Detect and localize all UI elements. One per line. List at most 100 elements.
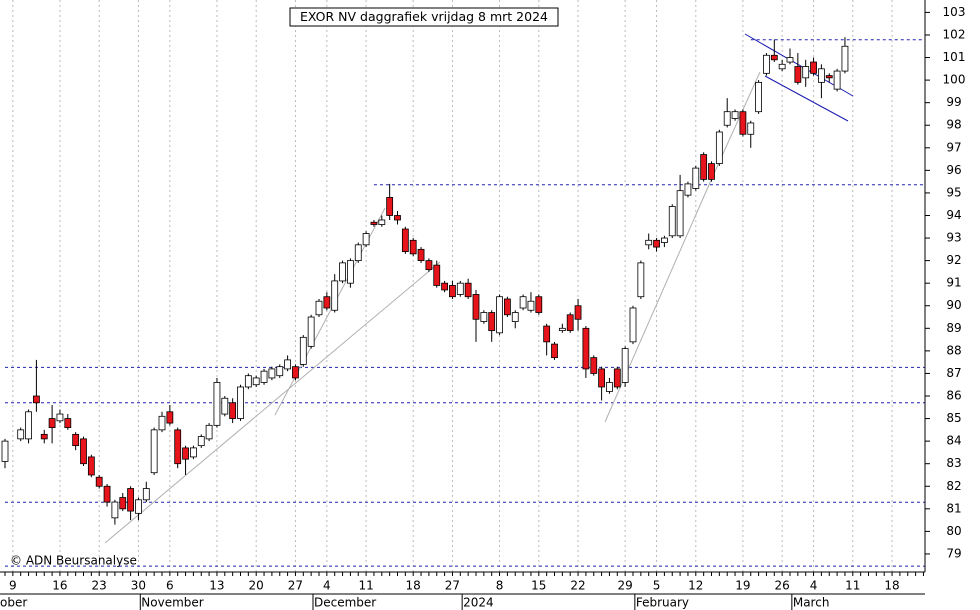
x-tick-label: 27 (288, 579, 303, 593)
candle-body (543, 325, 551, 343)
candle-body (629, 307, 637, 343)
month-label: November (141, 596, 203, 610)
y-tick-label: 94 (946, 208, 961, 222)
y-tick-label: 79 (946, 546, 961, 560)
x-tick-label: 6 (166, 579, 174, 593)
candle-body (25, 411, 32, 440)
y-tick-label: 98 (946, 118, 961, 132)
y-tick-label: 87 (946, 366, 961, 380)
candle-body (276, 366, 284, 377)
candle-body (221, 397, 229, 415)
x-tick-label: 23 (92, 579, 107, 593)
candle-body (700, 154, 708, 180)
grid (12, 0, 893, 572)
x-tick-label: 13 (209, 579, 224, 593)
candle-body (425, 260, 433, 271)
candle-body (535, 296, 543, 313)
candle-body (142, 488, 150, 501)
candle-body (715, 131, 723, 164)
candle-body (488, 312, 496, 331)
y-tick-label: 85 (946, 411, 961, 425)
candle-body (551, 343, 558, 359)
y-tick-label: 81 (946, 501, 961, 515)
y-tick-label: 86 (946, 389, 961, 403)
y-tick-label: 91 (946, 276, 961, 290)
candle-body (229, 402, 237, 419)
candle-body (496, 296, 503, 334)
candle-body (354, 244, 362, 262)
candle-body (621, 348, 629, 383)
candle-body (339, 262, 346, 282)
x-tick-label: 11 (358, 579, 373, 593)
candle-body (386, 197, 394, 216)
chart-title: EXOR NV daggrafiek vrijdag 8 mrt 2024 (300, 9, 548, 24)
candle-body (182, 447, 189, 460)
candle-body (197, 436, 205, 447)
candle-body (307, 316, 315, 347)
y-tick-label: 100 (943, 73, 966, 87)
candle-body (80, 438, 87, 465)
candle-body (284, 359, 292, 370)
candle-body (645, 239, 653, 246)
candle-body (770, 54, 778, 61)
candle-body (786, 57, 794, 63)
candle-body (574, 305, 582, 320)
x-tick-label: 19 (735, 579, 750, 593)
y-tick-label: 82 (946, 479, 961, 493)
candle-body (763, 54, 770, 74)
candle-body (692, 167, 700, 189)
x-tick-label: 16 (52, 579, 67, 593)
y-tick-label: 96 (946, 163, 961, 177)
x-tick-label: 5 (653, 579, 661, 593)
month-label: February (636, 596, 689, 610)
candle-body (818, 68, 825, 83)
candle-body (409, 239, 417, 255)
x-tick-label: 30 (131, 579, 146, 593)
month-label: March (793, 596, 830, 610)
channel-line (764, 75, 849, 122)
x-tick-label: 4 (323, 579, 331, 593)
y-tick-label: 101 (943, 50, 966, 64)
x-tick-label: 4 (810, 579, 818, 593)
candle-body (558, 327, 566, 331)
candle-body (17, 429, 25, 440)
candle-body (189, 447, 197, 458)
y-tick-label: 89 (946, 321, 961, 335)
x-tick-label: 15 (531, 579, 546, 593)
candle-body (708, 163, 715, 180)
candle-body (841, 45, 849, 72)
candle-body (331, 280, 339, 311)
y-tick-label: 80 (946, 524, 961, 538)
candle-body (637, 262, 645, 298)
trend-line (104, 261, 441, 544)
y-tick-label: 103 (943, 5, 966, 19)
candle-body (433, 264, 441, 286)
candle-body (456, 282, 464, 295)
candle-body (260, 370, 268, 383)
month-label: ober (0, 596, 27, 610)
candle-body (653, 239, 660, 248)
candle-body (676, 190, 684, 237)
y-tick-label: 99 (946, 95, 961, 109)
candle-body (519, 296, 527, 309)
candle-body (394, 215, 401, 221)
candle-body (747, 122, 755, 135)
candle-body (661, 237, 668, 243)
candle-body (755, 81, 762, 113)
x-tick-label: 22 (570, 579, 585, 593)
y-tick-label: 95 (946, 185, 961, 199)
y-tick-label: 88 (946, 343, 961, 357)
candle-body (441, 282, 449, 291)
x-tick-label: 9 (9, 579, 17, 593)
candle-body (268, 368, 276, 379)
candle-body (244, 375, 252, 388)
candle-body (40, 433, 48, 440)
candle-body (64, 418, 72, 428)
x-tick-label: 18 (884, 579, 899, 593)
candle-body (590, 357, 598, 374)
candle-body (135, 499, 142, 514)
candle-body (1, 440, 9, 462)
candle-body (810, 61, 817, 74)
candle-body (825, 75, 833, 79)
